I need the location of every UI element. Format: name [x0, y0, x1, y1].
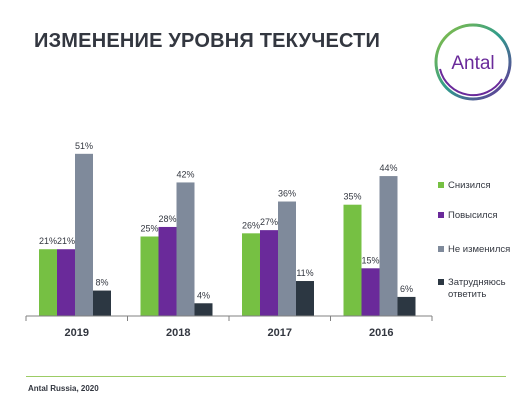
source-caption: Antal Russia, 2020: [28, 384, 99, 393]
data-label: 26%: [242, 220, 260, 230]
legend-label: Снизился: [448, 180, 491, 191]
data-label: 15%: [361, 255, 379, 265]
bar: [260, 230, 278, 316]
bar: [194, 303, 213, 316]
legend: Снизился Повысился Не изменился Затрудняюсь…: [438, 180, 510, 300]
logo-text: Antal: [451, 53, 494, 74]
data-label: 28%: [158, 214, 176, 224]
bar: [361, 268, 380, 316]
data-label: 35%: [343, 192, 361, 202]
category-label: 2019: [65, 327, 89, 339]
bar: [93, 290, 111, 316]
bars-group: 21% 21% 51% 8% 25%28% 42% 4% 26% 27% 36% 11% 35% 15%…: [39, 141, 416, 316]
x-axis-ticks: [25, 316, 433, 321]
legend-swatch: [438, 212, 444, 218]
bar: [176, 182, 195, 316]
category-label: 2018: [166, 327, 190, 339]
bar: [379, 176, 398, 316]
data-label: 44%: [379, 163, 397, 173]
data-label: 11%: [296, 268, 313, 278]
data-label: 21%: [57, 236, 75, 246]
category-labels: 2019 2018 2017 2016: [65, 327, 394, 339]
bar: [397, 296, 416, 316]
bar: [296, 281, 314, 316]
data-label: 42%: [176, 169, 194, 179]
page-title: ИЗМЕНЕНИЕ УРОВНЯ ТЕКУЧЕСТИ: [34, 30, 381, 52]
bar: [242, 233, 260, 316]
category-label: 2016: [369, 327, 393, 339]
legend-swatch: [438, 246, 444, 252]
data-label: 51%: [75, 141, 93, 151]
antal-logo: Antal: [434, 23, 512, 101]
footer-divider: [26, 376, 506, 377]
legend-label: Не изменился: [448, 244, 510, 255]
bar: [158, 226, 177, 316]
bar: [140, 236, 159, 316]
legend-swatch: [438, 279, 444, 285]
legend-swatch: [438, 182, 444, 188]
data-label: 6%: [400, 284, 413, 294]
bar: [278, 201, 296, 316]
data-label: 36%: [278, 189, 296, 199]
legend-label: Повысился: [448, 210, 497, 221]
legend-label: Затрудняюсь ответить: [448, 277, 506, 300]
data-label: 25%: [140, 224, 158, 234]
bar: [39, 249, 57, 316]
bar: [57, 249, 75, 316]
data-label: 27%: [260, 217, 278, 227]
data-label: 8%: [95, 278, 108, 288]
data-label: 21%: [39, 236, 57, 246]
bar: [75, 153, 93, 316]
category-label: 2017: [268, 327, 292, 339]
bar: [343, 204, 362, 316]
data-label: 4%: [197, 290, 210, 300]
